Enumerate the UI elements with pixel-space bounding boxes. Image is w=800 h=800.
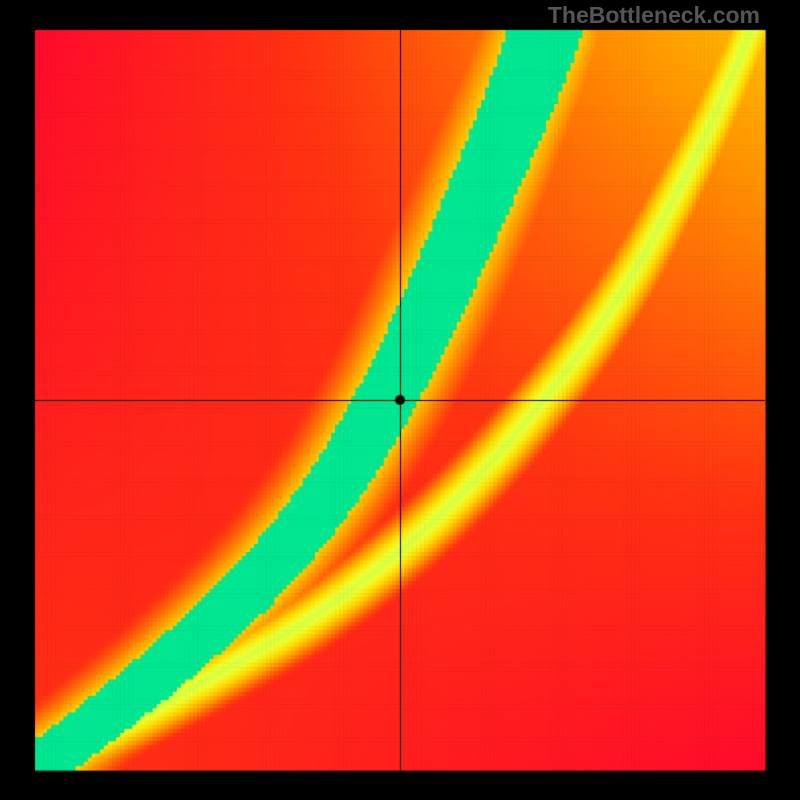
chart-container: TheBottleneck.com <box>0 0 800 800</box>
heatmap-canvas <box>0 0 800 800</box>
